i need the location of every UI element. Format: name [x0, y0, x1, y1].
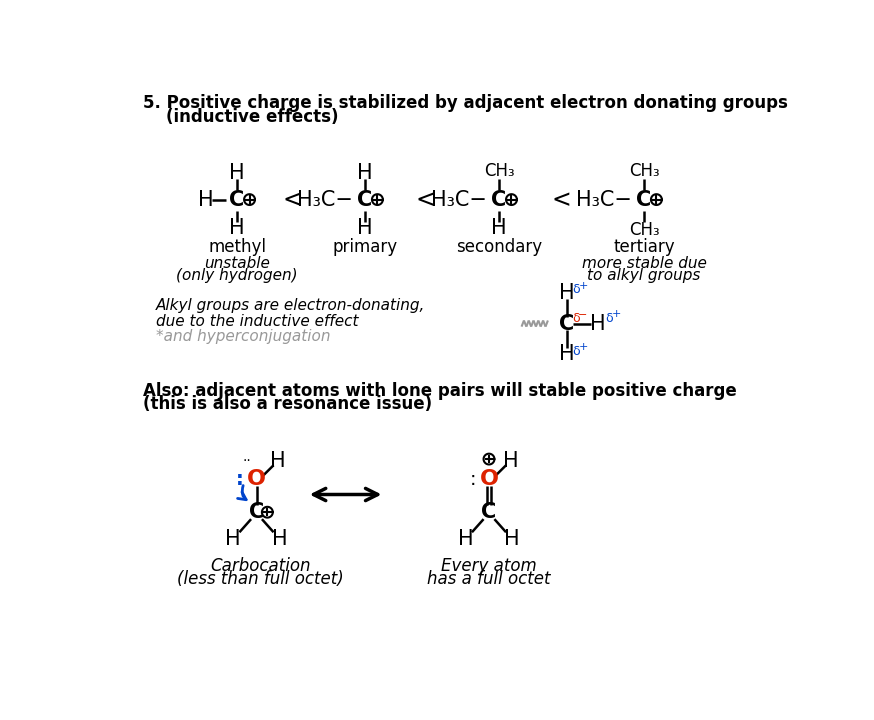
Text: Also: adjacent atoms with lone pairs will stable positive charge: Also: adjacent atoms with lone pairs wil… [143, 382, 737, 400]
Text: (only hydrogen): (only hydrogen) [177, 269, 298, 283]
Text: to alkyl groups: to alkyl groups [587, 269, 701, 283]
Text: C: C [491, 190, 507, 210]
Text: secondary: secondary [456, 238, 542, 256]
Text: tertiary: tertiary [614, 238, 675, 256]
Text: (this is also a resonance issue): (this is also a resonance issue) [143, 395, 433, 413]
Text: (inductive effects): (inductive effects) [143, 108, 339, 126]
Text: O: O [247, 469, 266, 489]
Text: methyl: methyl [208, 238, 266, 256]
Text: C: C [636, 190, 652, 210]
Text: CH₃: CH₃ [628, 220, 659, 238]
Text: :: : [470, 469, 476, 489]
Text: <: < [283, 189, 303, 212]
Text: CH₃: CH₃ [628, 162, 659, 180]
Text: H₃C−: H₃C− [576, 190, 632, 210]
Text: Every atom: Every atom [441, 557, 537, 575]
Text: primary: primary [332, 238, 398, 256]
Text: more stable due: more stable due [581, 256, 706, 271]
Text: δ: δ [572, 283, 580, 296]
Text: H: H [272, 529, 288, 549]
Text: H: H [491, 218, 507, 238]
Text: Carbocation: Carbocation [210, 557, 310, 575]
Text: C: C [230, 190, 245, 210]
Text: H: H [458, 529, 474, 549]
Text: <: < [551, 189, 571, 212]
Text: δ: δ [606, 312, 613, 325]
Text: CH₃: CH₃ [484, 162, 515, 180]
Text: due to the inductive effect: due to the inductive effect [156, 314, 358, 329]
Text: unstable: unstable [205, 256, 270, 271]
Text: H: H [225, 529, 241, 549]
Text: H: H [270, 451, 286, 471]
Text: ··: ·· [243, 454, 252, 467]
Text: H₃C−: H₃C− [431, 190, 487, 210]
Text: H₃C−: H₃C− [297, 190, 352, 210]
Text: :: : [236, 469, 243, 489]
Text: C: C [249, 503, 264, 522]
Text: +: + [612, 310, 621, 319]
Text: H: H [357, 163, 373, 183]
Text: O: O [480, 469, 498, 489]
Text: H: H [229, 218, 245, 238]
Text: H: H [590, 313, 606, 333]
Text: H: H [558, 283, 574, 302]
Text: H: H [229, 163, 245, 183]
Text: <: < [415, 189, 435, 212]
Text: δ: δ [572, 345, 580, 358]
Text: δ: δ [572, 312, 579, 325]
Text: (less than full octet): (less than full octet) [177, 570, 343, 588]
Text: Alkyl groups are electron-donating,: Alkyl groups are electron-donating, [156, 298, 425, 313]
Text: C: C [482, 503, 496, 522]
Text: H: H [198, 190, 214, 210]
Text: H: H [503, 451, 518, 471]
Text: C: C [558, 313, 574, 333]
Text: +: + [579, 343, 588, 352]
Text: 5. Positive charge is stabilized by adjacent electron donating groups: 5. Positive charge is stabilized by adja… [143, 94, 788, 112]
Text: −: − [578, 310, 587, 320]
Text: has a full octet: has a full octet [427, 570, 551, 588]
Text: C: C [357, 190, 372, 210]
FancyArrowPatch shape [238, 485, 246, 500]
Text: H: H [558, 344, 574, 364]
Text: H: H [357, 218, 373, 238]
Text: *and hyperconjugation: *and hyperconjugation [156, 329, 330, 344]
Text: H: H [504, 529, 520, 549]
Text: +: + [579, 281, 588, 291]
